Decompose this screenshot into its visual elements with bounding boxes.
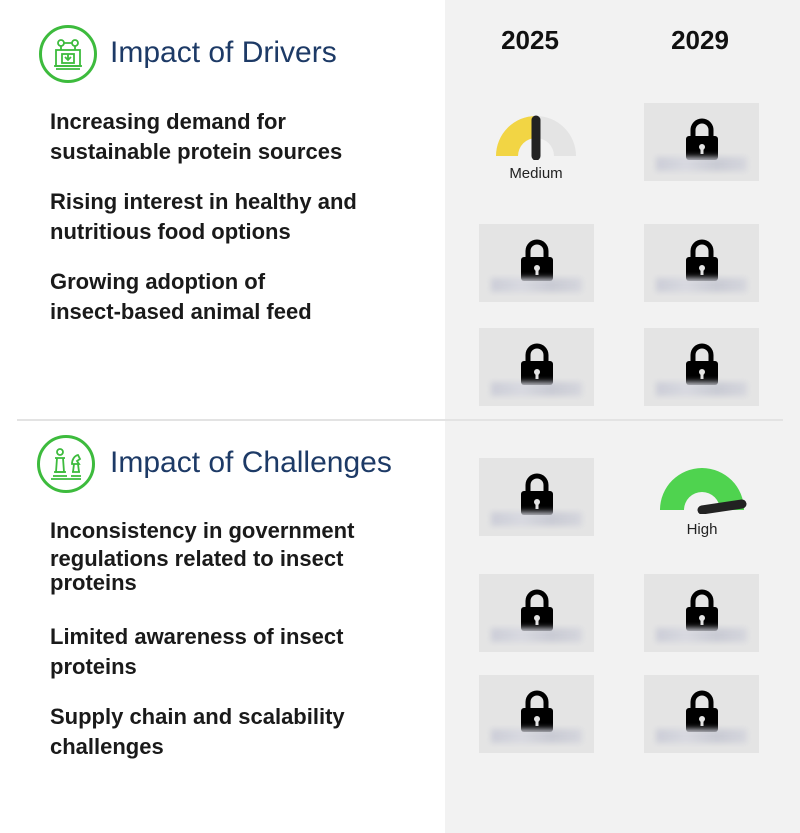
challenge-1-2029-gauge: High <box>652 464 752 538</box>
lock-icon <box>520 239 553 281</box>
driver-item-2: Rising interest in healthy and nutritiou… <box>50 187 430 247</box>
blurred-value <box>656 382 747 396</box>
drivers-section-icon <box>39 25 97 83</box>
blurred-value <box>491 729 582 743</box>
challenge-item-2-line1: Limited awareness of insect <box>50 624 344 649</box>
blurred-value <box>491 628 582 642</box>
driver-item-3-line1: Growing adoption of <box>50 269 266 294</box>
machine-icon <box>54 39 82 70</box>
gauge-medium-icon <box>496 115 576 161</box>
locked-cell[interactable] <box>479 574 594 652</box>
challenge-item-3-line1: Supply chain and scalability <box>50 704 345 729</box>
locked-cell[interactable] <box>644 675 759 753</box>
locked-cell[interactable] <box>479 675 594 753</box>
challenge-item-3-line2: challenges <box>50 734 164 759</box>
blurred-value <box>656 729 747 743</box>
blurred-value <box>656 278 747 292</box>
driver-item-1-line2: sustainable protein sources <box>50 139 343 164</box>
challenge-item-1-line1: Inconsistency in government <box>50 518 355 543</box>
driver-item-3: Growing adoption of insect-based animal … <box>50 267 430 327</box>
gauge-medium-label: Medium <box>509 165 563 182</box>
lock-icon <box>685 118 718 160</box>
locked-cell[interactable] <box>644 224 759 302</box>
locked-cell[interactable] <box>644 328 759 406</box>
challenge-item-2: Limited awareness of insect proteins <box>50 622 430 682</box>
challenge-item-2-line2: proteins <box>50 654 137 679</box>
driver-item-3-line2: insect-based animal feed <box>50 299 312 324</box>
lock-icon <box>685 343 718 385</box>
locked-cell[interactable] <box>644 574 759 652</box>
driver-item-2-line2: nutritious food options <box>50 219 291 244</box>
year-header-2025: 2025 <box>501 25 559 55</box>
section-divider <box>17 419 783 421</box>
blurred-value <box>656 628 747 642</box>
lock-icon <box>685 239 718 281</box>
gauge-high-icon <box>660 468 747 515</box>
challenges-section-icon <box>37 435 95 493</box>
challenge-item-1-line3: proteins <box>50 570 137 595</box>
lock-icon <box>685 690 718 732</box>
driver-item-2-line1: Rising interest in healthy and <box>50 189 357 214</box>
challenge-item-1: Inconsistency in government regulations … <box>50 517 430 597</box>
drivers-title: Impact of Drivers <box>110 36 337 69</box>
locked-cell[interactable] <box>479 458 594 536</box>
blurred-value <box>491 278 582 292</box>
lock-icon <box>520 473 553 515</box>
lock-icon <box>520 589 553 631</box>
locked-cell[interactable] <box>479 328 594 406</box>
blurred-value <box>656 157 747 171</box>
blurred-value <box>491 512 582 526</box>
driver-item-1-line1: Increasing demand for <box>50 109 286 134</box>
year-header-2029: 2029 <box>671 25 729 55</box>
challenge-item-1-line2: regulations related to insect <box>50 546 344 571</box>
locked-cell[interactable] <box>479 224 594 302</box>
challenge-item-3: Supply chain and scalability challenges <box>50 702 430 762</box>
blurred-value <box>491 382 582 396</box>
chess-pieces-icon <box>51 448 82 480</box>
locked-cell[interactable] <box>644 103 759 181</box>
driver-item-1: Increasing demand for sustainable protei… <box>50 107 430 167</box>
lock-icon <box>520 690 553 732</box>
lock-icon <box>685 589 718 631</box>
driver-1-2025-gauge: Medium <box>486 112 586 182</box>
challenges-title: Impact of Challenges <box>110 446 392 479</box>
gauge-high-label: High <box>686 521 718 538</box>
lock-icon <box>520 343 553 385</box>
